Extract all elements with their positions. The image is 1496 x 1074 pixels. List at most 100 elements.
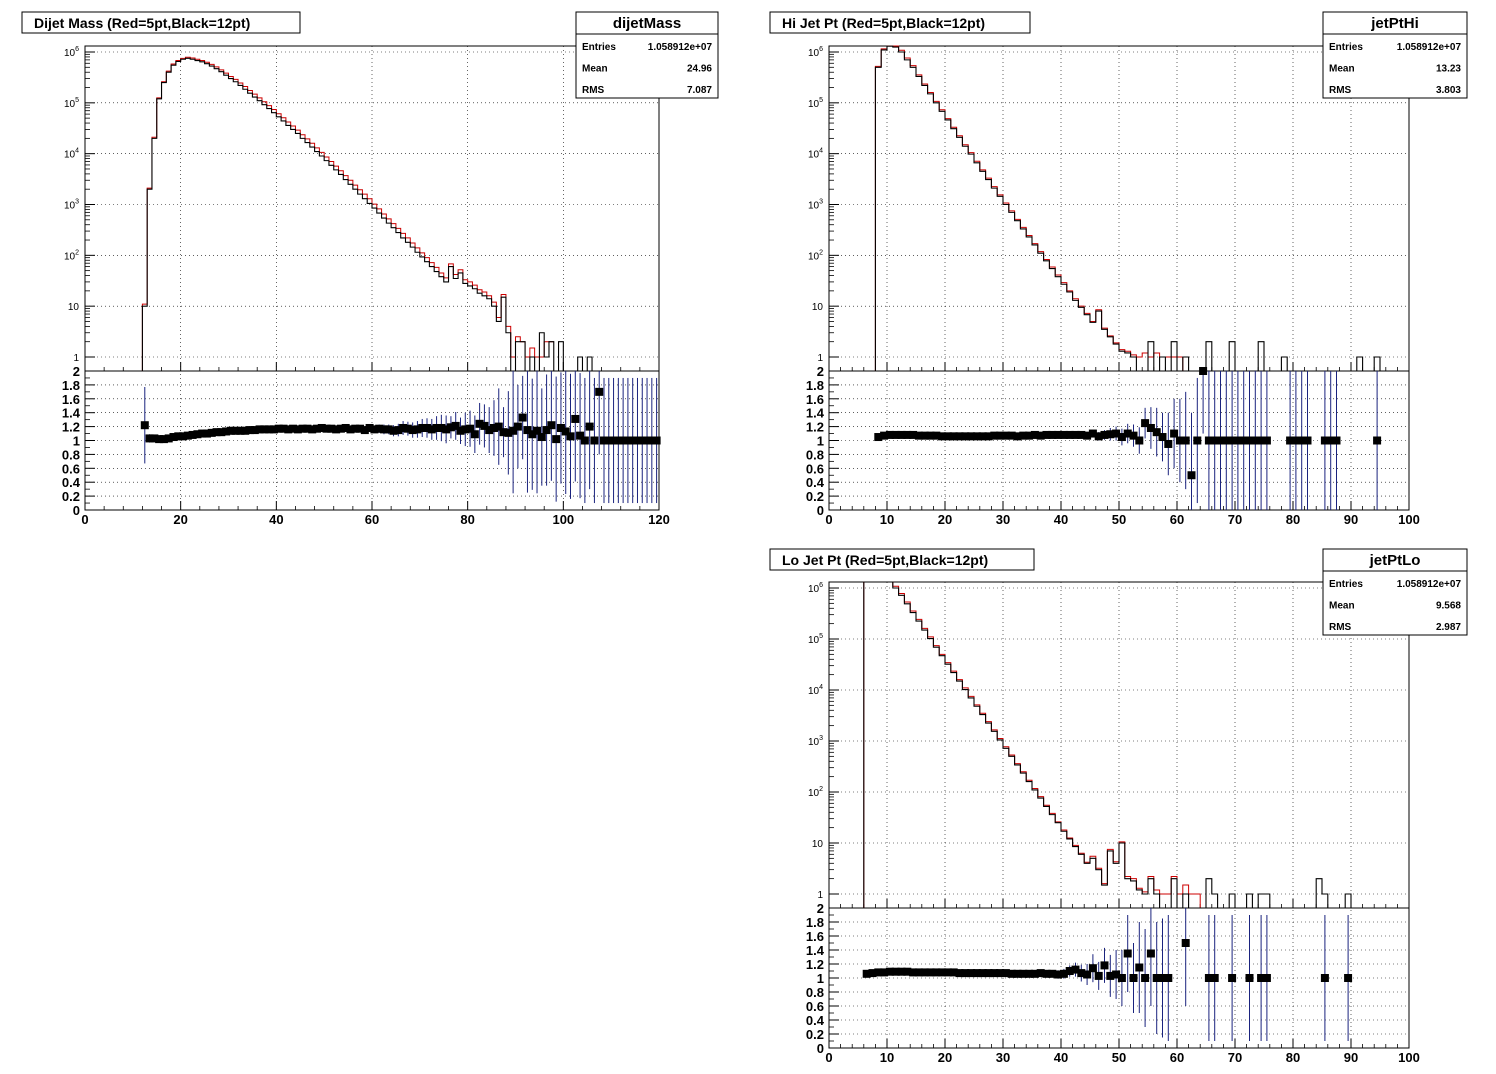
ratio-point — [303, 424, 312, 433]
y-tick-label: 10 — [68, 302, 80, 313]
ratio-point — [984, 969, 993, 978]
ratio-point — [1059, 969, 1068, 978]
title-box — [769, 11, 1031, 34]
ratio-point — [332, 425, 341, 434]
x-tick-label: 60 — [1170, 1050, 1184, 1065]
ratio-point — [561, 427, 570, 436]
ratio-point — [1210, 974, 1219, 982]
ratio-point — [1239, 436, 1248, 445]
ratio-point — [542, 426, 551, 435]
ratio-point — [346, 425, 355, 434]
ratio-point — [432, 423, 441, 432]
x-tick-label: 30 — [996, 512, 1010, 527]
ratio-point — [1094, 432, 1103, 441]
stats-box — [1322, 11, 1468, 99]
ratio-point — [972, 969, 981, 978]
stats-mean-label: Mean — [1329, 601, 1355, 612]
stats-rms-label: RMS — [582, 85, 605, 96]
ratio-point — [336, 424, 345, 433]
ratio-point — [1187, 471, 1196, 480]
y-tick-label: 104 — [808, 148, 823, 161]
stats-entries-label: Entries — [582, 42, 616, 53]
y-tick-label: 1 — [817, 890, 823, 901]
y-tick-label: 106 — [808, 46, 823, 59]
y-tick-label: 105 — [808, 97, 823, 110]
ratio-point — [926, 968, 935, 977]
ratio-point — [909, 968, 918, 977]
ratio-point — [322, 424, 331, 433]
black-histogram-line — [874, 45, 1381, 372]
ratio-point — [1164, 439, 1173, 448]
ratio-point — [394, 426, 403, 435]
stats-mean-label: Mean — [1329, 64, 1355, 75]
ratio-point — [365, 423, 374, 432]
ratio-point — [1065, 430, 1074, 439]
ratio-point — [943, 968, 952, 977]
ratio-point — [1129, 974, 1138, 982]
ratio-point — [1036, 969, 1045, 978]
ratio-point — [1344, 974, 1353, 982]
ratio-tick-label: 0.4 — [806, 1013, 825, 1028]
y-tick-label: 102 — [808, 249, 823, 262]
chart-panel-dijetMass: 0 20 40 60 80 100 120 1 10 102 103 104 105 106 00.20.4… — [21, 11, 719, 527]
ratio-point — [250, 426, 259, 435]
x-tick-label: 30 — [996, 1050, 1010, 1065]
ratio-tick-label: 1 — [817, 971, 824, 986]
ratio-tick-label: 0.2 — [62, 489, 80, 504]
x-tick-label: 100 — [1398, 1050, 1420, 1065]
ratio-point — [1025, 431, 1034, 440]
ratio-point — [241, 426, 250, 435]
ratio-point — [885, 430, 894, 439]
ratio-point — [279, 424, 288, 433]
stats-mean-label: Mean — [582, 64, 608, 75]
ratio-point — [599, 436, 608, 445]
ratio-point — [1251, 436, 1260, 445]
ratio-point — [566, 432, 575, 441]
ratio-point — [585, 422, 594, 431]
ratio-point — [269, 425, 278, 434]
chart-title: Hi Jet Pt (Red=5pt,Black=12pt) — [782, 15, 985, 31]
y-tick-label: 103 — [808, 199, 823, 212]
ratio-point — [1141, 419, 1150, 428]
ratio-point — [1100, 430, 1109, 439]
stats-rms-value: 3.803 — [1436, 85, 1461, 96]
ratio-tick-label: 0 — [73, 503, 80, 518]
ratio-point — [327, 424, 336, 433]
y-tick-label: 102 — [808, 786, 823, 799]
ratio-point — [1106, 971, 1115, 980]
ratio-point — [140, 421, 149, 430]
ratio-point — [159, 435, 168, 444]
ratio-point — [351, 424, 360, 433]
ratio-point — [384, 425, 393, 434]
ratio-point — [1216, 436, 1225, 445]
ratio-point — [379, 425, 388, 434]
ratio-point — [1181, 939, 1190, 947]
stats-rms-value: 2.987 — [1436, 622, 1461, 633]
y-tick-label: 104 — [808, 684, 823, 697]
ratio-point — [1262, 974, 1271, 982]
ratio-point — [576, 431, 585, 440]
ratio-point — [188, 430, 197, 439]
ratio-point — [480, 421, 489, 430]
ratio-tick-label: 2 — [817, 364, 824, 379]
x-tick-label: 60 — [1170, 512, 1184, 527]
ratio-point — [183, 431, 192, 440]
x-tick-label: 0 — [825, 1050, 832, 1065]
chart-panel-jetPtHi: 0 10 20 30 40 50 60 70 80 90 100110102103104105106… — [769, 11, 1468, 527]
ratio-point — [202, 429, 211, 438]
ratio-point — [1286, 436, 1295, 445]
ratio-point — [1332, 436, 1341, 445]
ratio-point — [990, 431, 999, 440]
x-tick-label: 20 — [938, 512, 952, 527]
ratio-point — [461, 425, 470, 434]
ratio-point — [1245, 974, 1254, 982]
y-tick-label: 10 — [812, 302, 824, 313]
ratio-point — [475, 419, 484, 428]
ratio-point — [1152, 428, 1161, 437]
ratio-tick-label: 1.6 — [806, 392, 824, 407]
x-tick-label: 80 — [1286, 1050, 1300, 1065]
ratio-point — [298, 424, 307, 433]
ratio-point — [523, 426, 532, 435]
ratio-point — [1257, 436, 1266, 445]
ratio-point — [1129, 431, 1138, 440]
